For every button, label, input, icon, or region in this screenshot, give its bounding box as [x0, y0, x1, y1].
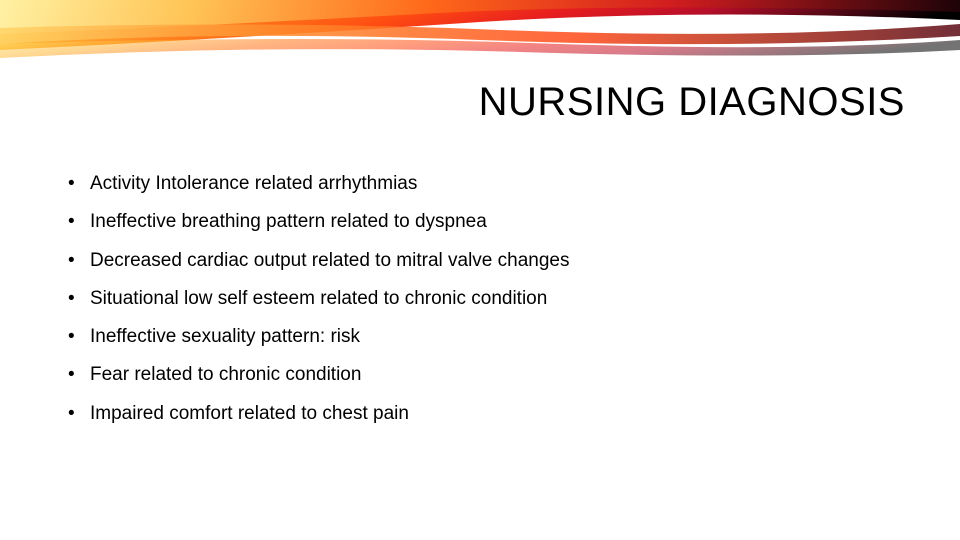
bullet-list-container: Activity Intolerance related arrhythmias… — [66, 172, 900, 440]
bullet-item: Situational low self esteem related to c… — [66, 287, 900, 311]
bullet-item: Impaired comfort related to chest pain — [66, 402, 900, 426]
slide-title: NURSING DIAGNOSIS — [479, 80, 905, 125]
bullet-item: Activity Intolerance related arrhythmias — [66, 172, 900, 196]
bullet-list: Activity Intolerance related arrhythmias… — [66, 172, 900, 425]
bullet-item: Decreased cardiac output related to mitr… — [66, 249, 900, 273]
decorative-banner — [0, 0, 960, 64]
bullet-item: Ineffective sexuality pattern: risk — [66, 325, 900, 349]
bullet-item: Ineffective breathing pattern related to… — [66, 210, 900, 234]
bullet-item: Fear related to chronic condition — [66, 363, 900, 387]
